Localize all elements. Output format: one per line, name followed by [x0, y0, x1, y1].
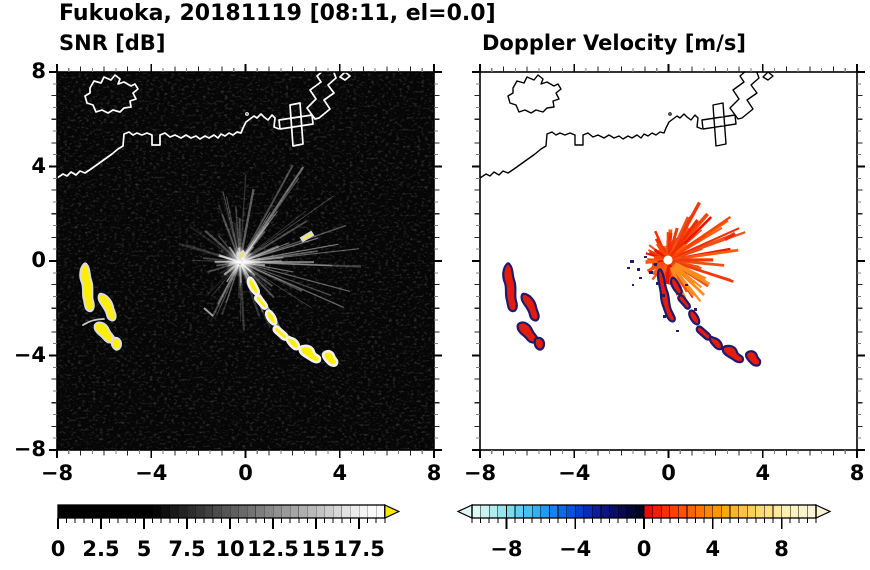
snr-y-tick-label: 0 — [31, 248, 46, 272]
coastline-islet — [668, 112, 672, 116]
vel-x-tick-label: −4 — [558, 461, 591, 485]
velocity-colorbar-cells — [471, 504, 817, 519]
velocity-panel-title: Doppler Velocity [m/s] — [482, 31, 746, 55]
negative-velocity-specks — [627, 256, 697, 332]
snr-colorbar-cells — [57, 504, 386, 519]
vel-x-tick-label: 8 — [849, 461, 865, 485]
snr-colorbar-label: 2.5 — [82, 537, 120, 561]
velocity-colorbar-ticks — [471, 518, 817, 529]
velocity-colorbar-label: 8 — [774, 537, 789, 561]
snr-overflow-arrow — [384, 504, 401, 519]
snr-colorbar-label: 15 — [301, 537, 331, 561]
velocity-colorbar-label: −4 — [559, 537, 592, 561]
coastline-islet — [245, 112, 249, 116]
snr-colorbar-label: 7.5 — [168, 537, 206, 561]
snr-x-tick-label: −4 — [135, 461, 168, 485]
clutter-starburst — [178, 164, 362, 334]
snr-colorbar — [57, 504, 401, 529]
snr-x-tick-label: 4 — [332, 461, 348, 485]
snr-y-tick-label: −4 — [13, 342, 46, 367]
snr-echoes — [80, 231, 339, 367]
snr-x-tick-label: −8 — [40, 461, 74, 485]
snr-y-tick-label: 4 — [31, 153, 46, 178]
snr-colorbar-label: 0 — [50, 537, 66, 561]
velocity-colorbar-label: 4 — [705, 537, 721, 561]
radar-site-hole — [663, 255, 673, 265]
velocity-colorbar-label: −8 — [490, 537, 523, 561]
velocity-colorbar-label: 0 — [636, 537, 652, 561]
snr-y-tick-label: 8 — [31, 59, 46, 83]
snr-x-tick-label: 0 — [238, 461, 253, 485]
snr-colorbar-label: 5 — [136, 537, 152, 561]
velocity-overflow-arrow — [815, 504, 832, 519]
snr-y-tick-label: −8 — [13, 437, 46, 461]
velocity-colorbar — [456, 504, 832, 529]
snr-colorbar-label: 12.5 — [247, 537, 299, 561]
snr-panel-title: SNR [dB] — [59, 31, 166, 55]
figure-title: Fukuoka, 20181119 [08:11, el=0.0] — [59, 1, 496, 26]
snr-colorbar-label: 10 — [215, 537, 245, 561]
snr-axis-ticks — [49, 64, 442, 458]
velocity-underflow-arrow — [456, 504, 473, 519]
snr-x-tick-label: 8 — [426, 461, 442, 485]
vel-x-tick-label: 4 — [755, 461, 771, 485]
velocity-axis-ticks — [472, 64, 865, 458]
snr-map-panel — [49, 64, 442, 458]
vel-x-tick-label: −8 — [463, 461, 497, 485]
velocity-map-panel — [472, 64, 865, 458]
vel-x-tick-label: 0 — [661, 461, 676, 485]
snr-colorbar-label: 17.5 — [333, 537, 385, 561]
snr-colorbar-ticks — [57, 518, 386, 529]
velocity-starburst — [645, 201, 746, 304]
